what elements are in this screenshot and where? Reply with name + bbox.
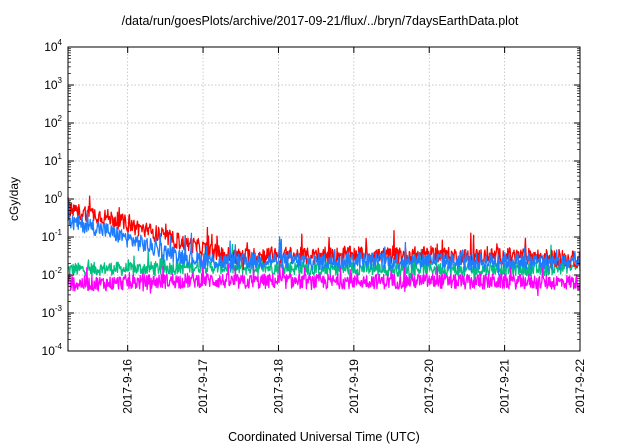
- series-1-trace: [67, 200, 581, 275]
- x-tick-label: 2017-9-21: [498, 359, 512, 414]
- chart-title: /data/run/goesPlots/archive/2017-09-21/f…: [121, 14, 519, 28]
- grid-lines: [68, 47, 580, 351]
- y-tick-label: 100: [44, 190, 62, 206]
- y-tick-label: 10-1: [42, 228, 63, 244]
- y-tick-label: 101: [44, 152, 62, 168]
- y-tick-label: 10-2: [42, 266, 63, 282]
- y-tick-label: 10-4: [42, 342, 63, 358]
- tick-marks: [68, 46, 581, 352]
- x-tick-label: 2017-9-17: [196, 359, 210, 414]
- x-axis-label: Coordinated Universal Time (UTC): [228, 430, 420, 444]
- x-tick-label: 2017-9-16: [121, 359, 135, 414]
- x-tick-label: 2017-9-18: [271, 359, 285, 414]
- y-axis-label: cGy/day: [7, 177, 21, 221]
- series-line: [67, 255, 581, 297]
- x-tick-label: 2017-9-20: [422, 359, 436, 414]
- y-tick-label: 102: [44, 114, 62, 130]
- y-tick-label: 104: [44, 38, 62, 54]
- series-layer: [67, 195, 581, 297]
- x-tick-labels: 2017-9-16 2017-9-17 2017-9-18 2017-9-19 2017…: [121, 359, 587, 414]
- series-2-trace: [67, 243, 581, 281]
- x-tick-label: 2017-9-19: [347, 359, 361, 414]
- series-3-trace: [67, 255, 581, 297]
- y-tick-labels: 10-4 10-3 10-2 10-1 100 101 102 103 104: [42, 38, 63, 358]
- series-line: [67, 243, 581, 281]
- x-tick-label: 2017-9-22: [573, 359, 587, 414]
- series-line: [67, 200, 581, 275]
- y-tick-label: 103: [44, 76, 62, 92]
- y-tick-label: 10-3: [42, 304, 63, 320]
